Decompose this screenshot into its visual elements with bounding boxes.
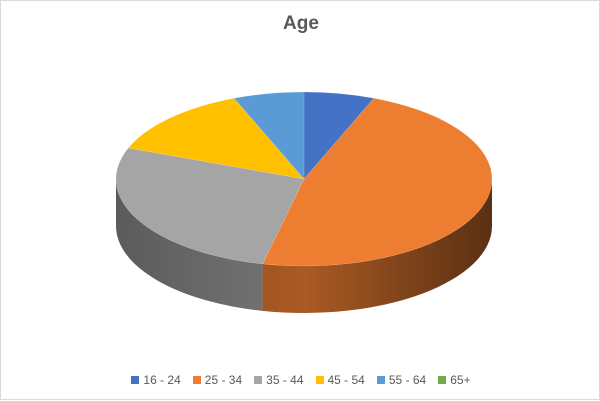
- legend-label: 65+: [450, 373, 471, 387]
- legend-swatch: [192, 376, 201, 384]
- legend-item-25-34: 25 - 34: [192, 373, 243, 387]
- chart-legend: 16 - 24 25 - 34 35 - 44 45 - 54 55 - 64 65+: [1, 373, 600, 387]
- legend-item-16-24: 16 - 24: [131, 373, 181, 387]
- pie-slice-16-24: [303, 91, 375, 180]
- chart-title: Age: [283, 13, 319, 34]
- legend-swatch: [131, 376, 140, 384]
- pie-slice-side-35-44: [116, 179, 263, 311]
- legend-swatch: [438, 376, 447, 384]
- legend-item-65: 65+: [438, 373, 471, 387]
- legend-label: 16 - 24: [143, 373, 181, 387]
- legend-swatch: [315, 376, 324, 384]
- legend-item-55-64: 55 - 64: [376, 373, 427, 387]
- legend-item-35-44: 35 - 44: [254, 373, 304, 387]
- legend-item-45-54: 45 - 54: [315, 373, 365, 387]
- legend-swatch: [376, 376, 385, 384]
- pie-slice-45-54: [127, 97, 305, 180]
- pie-slice-25-34: [262, 97, 493, 267]
- legend-label: 25 - 34: [204, 373, 243, 387]
- pie-slice-55-64: [233, 91, 305, 180]
- legend-label: 55 - 64: [388, 373, 427, 387]
- pie-slice-35-44: [115, 147, 305, 265]
- pie-slice-side-25-34: [262, 179, 492, 313]
- legend-label: 45 - 54: [327, 373, 365, 387]
- legend-swatch: [254, 376, 263, 384]
- legend-label: 35 - 44: [266, 373, 304, 387]
